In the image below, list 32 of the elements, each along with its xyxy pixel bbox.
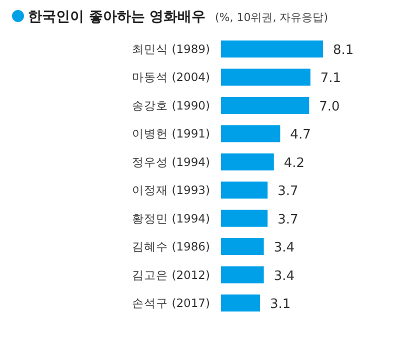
bar — [221, 238, 264, 256]
data-label: 4.7 — [290, 128, 311, 143]
y-tick-label: 김고은 (2012) — [132, 268, 210, 282]
bar — [221, 210, 268, 227]
data-label: 3.7 — [278, 212, 298, 228]
data-label: 4.2 — [284, 156, 305, 171]
y-tick-label: 김혜수 (1986) — [132, 240, 210, 254]
data-label: 3.1 — [270, 297, 291, 312]
data-label: 3.4 — [274, 240, 294, 256]
y-tick-label: 황정민 (1994) — [132, 211, 210, 226]
bar — [221, 294, 260, 312]
y-tick-label: 마동석 (2004) — [132, 70, 210, 84]
bar — [221, 266, 264, 284]
data-label: 8.1 — [333, 43, 354, 58]
y-tick-label: 이정재 (1993) — [132, 183, 210, 198]
y-tick-label: 이병헌 (1991) — [132, 126, 210, 141]
bar — [221, 68, 310, 86]
bar — [221, 96, 310, 114]
chart-title: 한국인이 좋아하는 영화배우 — [28, 9, 206, 25]
chart-subtitle: (%, 10위권, 자유응답) — [215, 11, 328, 24]
y-tick-label: 손석구 (2017) — [132, 296, 210, 310]
data-label: 7.1 — [320, 71, 342, 86]
y-tick-label: 정우성 (1994) — [132, 154, 210, 169]
bar — [221, 40, 323, 58]
data-label: 3.7 — [278, 184, 298, 200]
data-label: 7.0 — [319, 99, 340, 114]
bar — [221, 153, 274, 170]
y-tick-label: 송강호 (1990) — [132, 98, 210, 112]
bar — [221, 182, 268, 199]
y-tick-label: 최민식 (1989) — [132, 42, 210, 56]
data-label: 3.4 — [274, 268, 294, 284]
bar — [221, 125, 280, 142]
